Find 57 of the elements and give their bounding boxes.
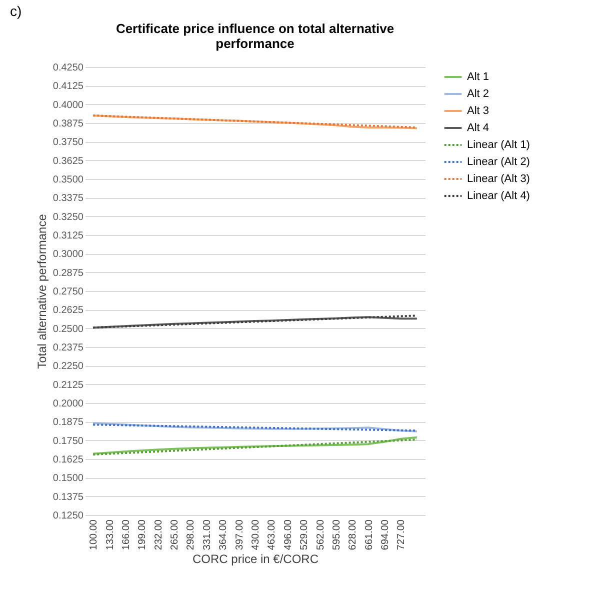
y-tick-label: 0.4125 — [52, 81, 84, 92]
legend-label: Linear (Alt 3) — [467, 173, 530, 185]
x-tick-label: 727.00 — [396, 519, 408, 550]
x-tick-label: 397.00 — [234, 519, 246, 550]
y-tick-label: 0.3875 — [52, 118, 84, 130]
y-tick-label: 0.3500 — [52, 174, 84, 186]
legend-label: Alt 4 — [467, 122, 490, 134]
legend-label: Linear (Alt 4) — [467, 190, 530, 202]
x-tick-label: 265.00 — [170, 519, 181, 550]
y-tick-label: 0.1250 — [52, 510, 84, 522]
y-tick-label: 0.1500 — [52, 473, 84, 484]
x-tick-label: 133.00 — [104, 519, 116, 550]
y-tick-label: 0.4250 — [52, 62, 84, 74]
x-tick-label: 100.00 — [88, 519, 100, 550]
x-tick-label: 496.00 — [282, 519, 294, 550]
x-tick-label: 463.00 — [266, 519, 278, 550]
y-tick-label: 0.4000 — [52, 100, 84, 111]
y-tick-label: 0.3625 — [52, 156, 84, 167]
y-tick-label: 0.3375 — [52, 193, 84, 204]
y-tick-label: 0.2000 — [52, 398, 84, 410]
y-tick-label: 0.2875 — [52, 268, 84, 279]
y-axis-title: Total alternative performance — [34, 214, 49, 369]
x-tick-label: 694.00 — [380, 519, 392, 550]
x-tick-label: 199.00 — [137, 519, 148, 550]
x-tick-label: 628.00 — [348, 519, 359, 550]
y-tick-label: 0.2750 — [52, 286, 84, 298]
x-tick-label: 562.00 — [315, 519, 326, 550]
text: c) — [10, 3, 22, 19]
chart-title: Certificate price influence on total alternative performance — [116, 21, 394, 51]
y-tick-label: 0.2250 — [52, 361, 84, 372]
y-tick-label: 0.1750 — [52, 436, 84, 447]
y-tick-label: 0.2375 — [52, 342, 84, 354]
legend-label: Alt 1 — [467, 71, 490, 83]
y-tick-label: 0.2500 — [52, 324, 84, 335]
y-tick-label: 0.1375 — [52, 492, 84, 503]
x-tick-label: 364.00 — [218, 519, 230, 550]
x-tick-label: 661.00 — [364, 519, 375, 550]
x-tick-label: 232.00 — [153, 519, 164, 550]
legend-label: Linear (Alt 2) — [467, 156, 530, 168]
legend-label: Alt 2 — [467, 88, 490, 100]
y-tick-label: 0.3125 — [52, 230, 84, 242]
y-tick-label: 0.2625 — [52, 305, 84, 316]
x-axis-title: CORC price in €/CORC — [192, 552, 319, 566]
y-tick-label: 0.3250 — [52, 212, 84, 223]
y-tick-label: 0.1625 — [52, 454, 84, 466]
x-tick-label: 166.00 — [120, 519, 132, 550]
x-tick-label: 298.00 — [186, 519, 197, 550]
y-tick-label: 0.3000 — [52, 249, 84, 260]
y-tick-label: 0.3750 — [52, 137, 84, 148]
y-tick-label: 0.1875 — [52, 417, 84, 428]
y-tick-label: 0.2125 — [52, 380, 84, 391]
x-tick-label: 529.00 — [299, 519, 310, 550]
x-tick-label: 331.00 — [202, 519, 213, 550]
x-tick-label: 595.00 — [331, 519, 342, 550]
x-tick-label: 430.00 — [250, 519, 262, 550]
legend-label: Alt 3 — [467, 105, 490, 117]
legend-label: Linear (Alt 1) — [467, 139, 530, 151]
